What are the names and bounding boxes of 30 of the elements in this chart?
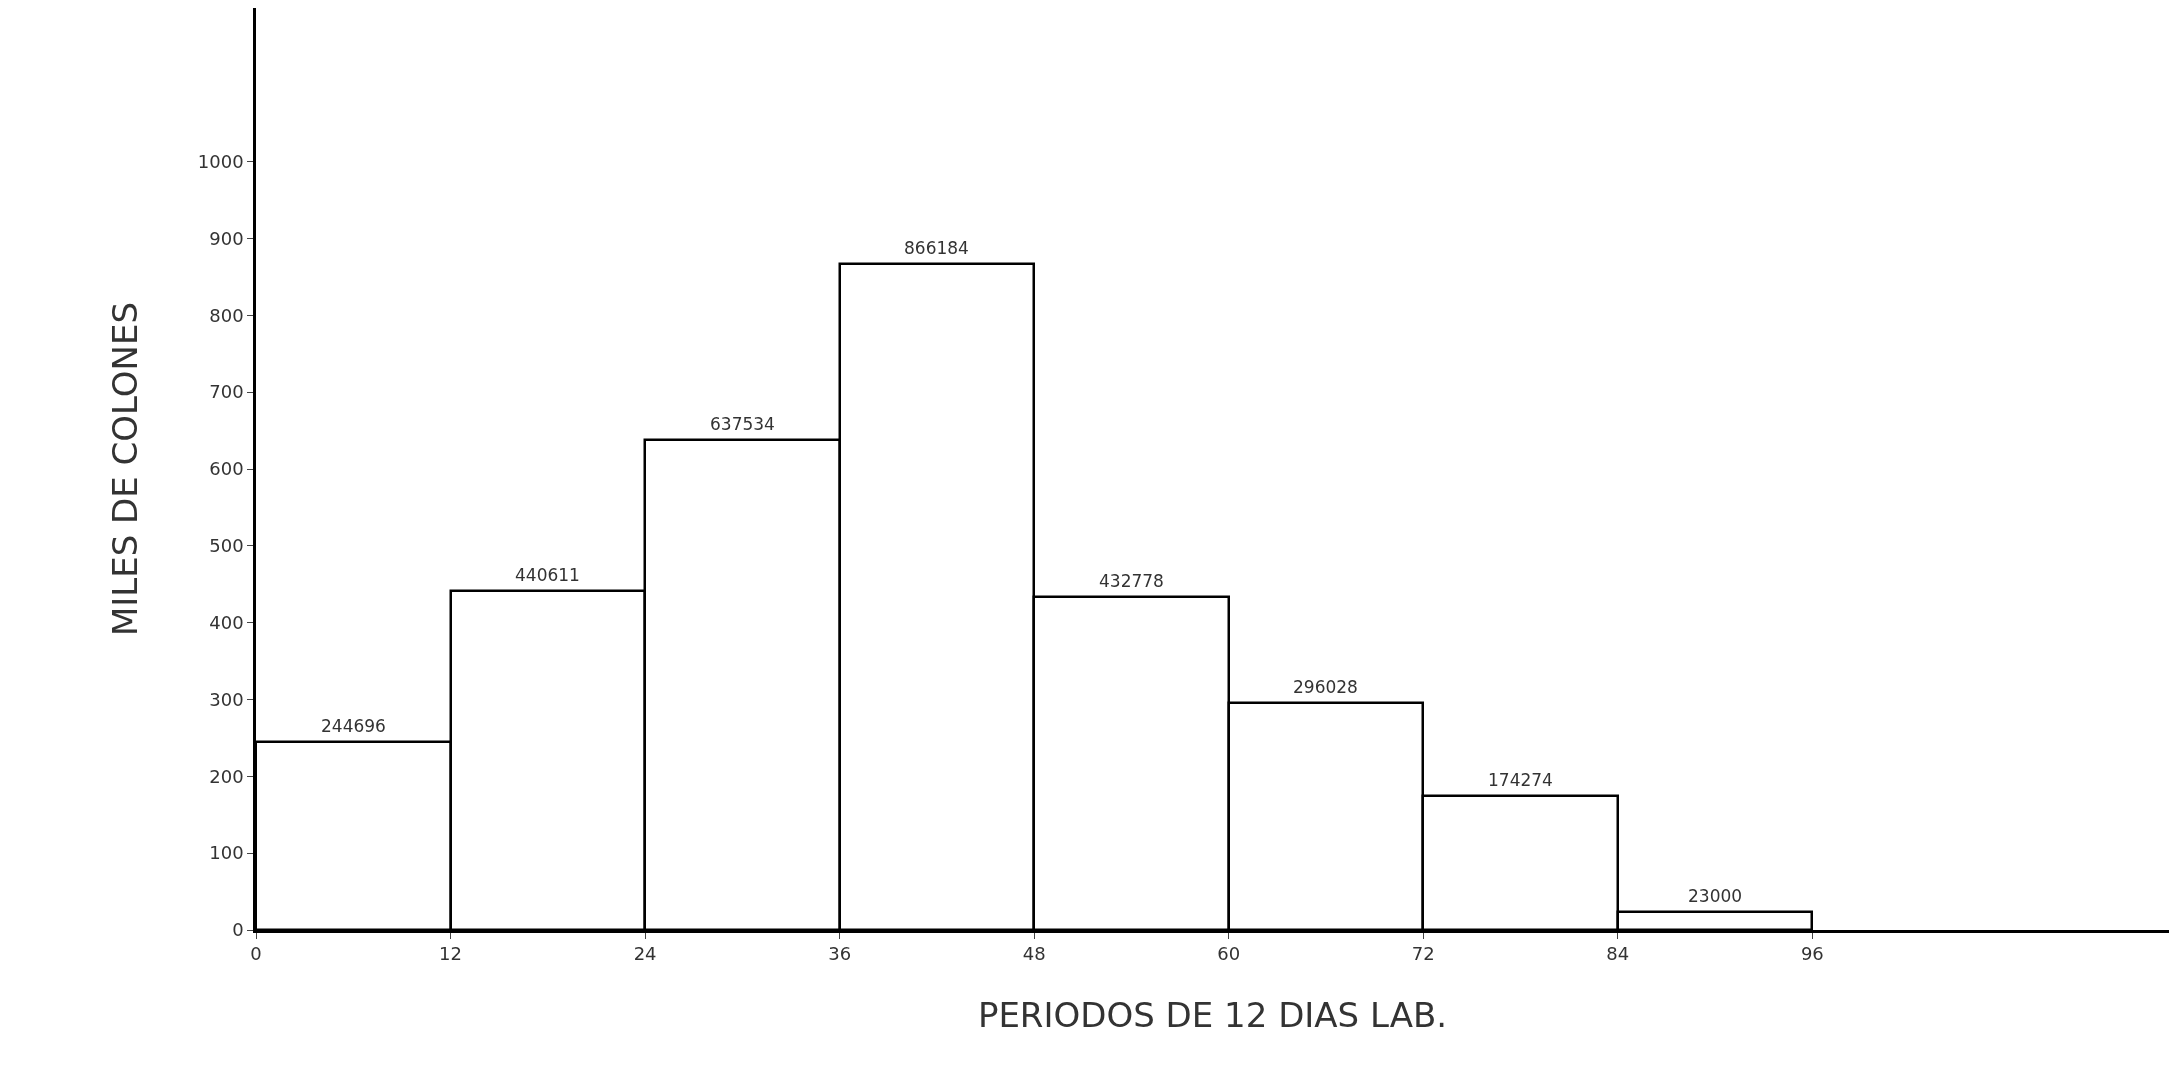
x-tick-label: 24 <box>633 943 657 965</box>
x-tick-label: 48 <box>1022 943 1046 965</box>
y-tick-label: 0 <box>232 919 244 941</box>
y-tick-label: 800 <box>209 304 244 326</box>
x-tick-label: 84 <box>1606 943 1630 965</box>
y-axis-title: MILES DE COLONES <box>105 301 146 637</box>
annotation: 244696 <box>321 716 386 736</box>
x-tick-label: 12 <box>439 943 462 965</box>
y-tick-label: 1000 <box>197 150 244 172</box>
y-tick-label: 300 <box>209 688 244 710</box>
x-tick-label: 60 <box>1217 943 1241 965</box>
annotation: 440611 <box>515 565 580 585</box>
y-tick-label: 100 <box>209 842 244 864</box>
annotation: 866184 <box>904 238 969 258</box>
y-tick-label: 500 <box>209 535 244 557</box>
x-tick-label: 36 <box>828 943 852 965</box>
annotation: 637534 <box>710 414 775 434</box>
x-axis-title: PERIODOS DE 12 DIAS LAB. <box>977 994 1448 1035</box>
annotation: 174274 <box>1488 770 1553 790</box>
y-tick-label: 700 <box>209 381 244 403</box>
y-tick-label: 900 <box>209 227 244 249</box>
x-tick-label: 96 <box>1800 943 1824 965</box>
y-tick-label: 600 <box>209 458 244 480</box>
y-tick-label: 200 <box>209 765 244 787</box>
x-tick-label: 0 <box>250 943 262 965</box>
annotation: 23000 <box>1688 886 1743 906</box>
y-tick-label: 400 <box>209 611 244 633</box>
annotation: 296028 <box>1293 677 1358 697</box>
x-tick-label: 72 <box>1411 943 1435 965</box>
annotation: 432778 <box>1099 571 1164 591</box>
